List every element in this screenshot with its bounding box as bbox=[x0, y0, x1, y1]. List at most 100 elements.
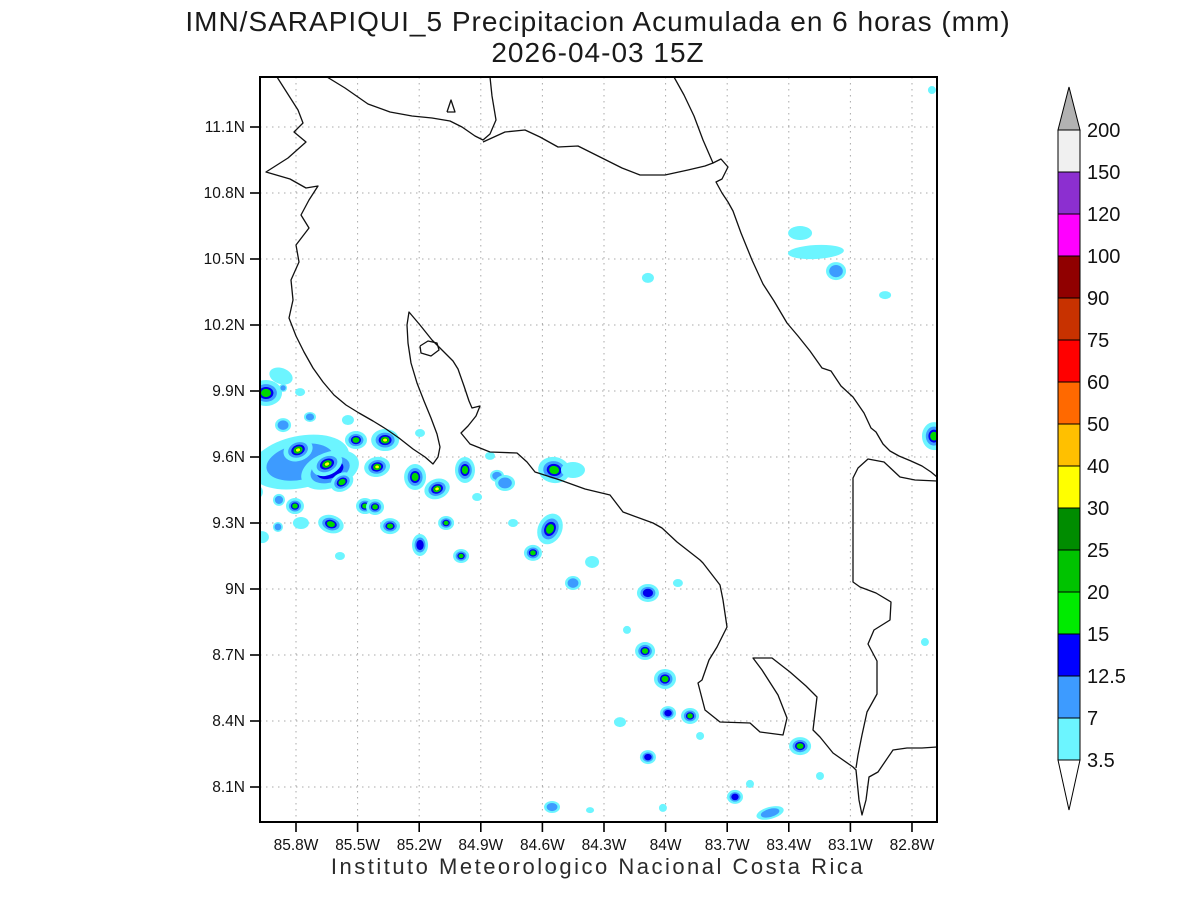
colorbar-segment bbox=[1057, 717, 1081, 761]
colorbar-segment bbox=[1057, 423, 1081, 467]
colorbar-tick-label: 15 bbox=[1087, 624, 1109, 646]
precip-cell bbox=[658, 803, 667, 812]
x-tick-label: 85.8W bbox=[274, 837, 319, 854]
precip-cell bbox=[537, 513, 563, 545]
precip-cell bbox=[653, 668, 676, 689]
colorbar-tick-label: 3.5 bbox=[1087, 750, 1115, 772]
axis-ticks-labels: 11.1N 10.8N 10.5N 10.2N 9.9N 9.6N 9.3N 9N 8.7N 8.… bbox=[204, 119, 935, 854]
precip-cell bbox=[424, 478, 450, 500]
colorbar-tick-label: 90 bbox=[1087, 288, 1109, 310]
colorbar-segment bbox=[1057, 255, 1081, 299]
precip-cell bbox=[272, 493, 285, 506]
precip-cell bbox=[453, 549, 470, 563]
precip-cell bbox=[283, 438, 313, 462]
y-tick-label: 8.7N bbox=[212, 647, 245, 664]
footer-attribution: Instituto Meteorologico Nacional Costa R… bbox=[331, 854, 865, 879]
plot-border bbox=[259, 76, 938, 823]
colorbar-segment bbox=[1057, 465, 1081, 509]
colorbar-tick-label: 25 bbox=[1087, 540, 1109, 562]
colorbar-tick-label: 150 bbox=[1087, 162, 1120, 184]
colorbar-tick-label: 20 bbox=[1087, 582, 1109, 604]
precip-cell bbox=[495, 474, 516, 491]
x-tick-label: 83.4W bbox=[766, 837, 811, 854]
precip-cell bbox=[787, 244, 844, 260]
precip-cell bbox=[538, 456, 571, 484]
y-tick-label: 8.4N bbox=[212, 713, 245, 730]
precip-cell bbox=[641, 272, 654, 283]
colorbar-segment bbox=[1057, 549, 1081, 593]
precip-cell bbox=[295, 388, 306, 397]
precip-cell bbox=[285, 498, 304, 515]
y-tick-label: 8.1N bbox=[212, 779, 245, 796]
precip-cell bbox=[826, 262, 847, 281]
colorbar-tick-label: 12.5 bbox=[1087, 666, 1126, 688]
precip-cell bbox=[366, 498, 385, 515]
precip-cell bbox=[544, 801, 561, 814]
precip-cell bbox=[292, 517, 309, 529]
precip-cell bbox=[485, 451, 496, 460]
precip-cell bbox=[341, 415, 354, 426]
precip-cell bbox=[681, 707, 700, 724]
precip-cell bbox=[586, 807, 595, 814]
precip-cell bbox=[303, 411, 316, 422]
precip-cell bbox=[412, 534, 429, 556]
precip-cell bbox=[272, 521, 283, 532]
precip-cell bbox=[380, 518, 401, 535]
colorbar-segment bbox=[1057, 381, 1081, 425]
colorbar-tick-label: 30 bbox=[1087, 498, 1109, 520]
y-tick-label: 9N bbox=[225, 581, 245, 598]
x-tick-label: 84W bbox=[650, 837, 682, 854]
x-tick-label: 84.6W bbox=[520, 837, 565, 854]
colorbar-arrow-top bbox=[1057, 86, 1081, 131]
precip-field bbox=[260, 86, 937, 820]
precip-cell bbox=[523, 544, 542, 561]
precip-cell bbox=[921, 422, 937, 451]
y-tick-label: 10.8N bbox=[204, 185, 245, 202]
colorbar-tick-label: 60 bbox=[1087, 372, 1109, 394]
colorbar-tick-label: 100 bbox=[1087, 246, 1120, 268]
precip-cell bbox=[318, 514, 344, 534]
precip-cell bbox=[508, 519, 519, 527]
colorbar-tick-label: 200 bbox=[1087, 120, 1120, 142]
y-tick-label: 11.1N bbox=[205, 119, 245, 136]
precip-cell bbox=[789, 737, 812, 756]
colorbar-arrow-bottom bbox=[1057, 759, 1081, 811]
precip-cell bbox=[371, 429, 400, 452]
precip-cell bbox=[745, 779, 754, 788]
x-tick-label: 85.2W bbox=[397, 837, 442, 854]
colorbar-tick-label: 50 bbox=[1087, 414, 1109, 436]
precip-cell bbox=[415, 429, 426, 438]
x-tick-label: 85.5W bbox=[335, 837, 380, 854]
precip-cell bbox=[260, 379, 283, 406]
precip-cell bbox=[639, 750, 656, 765]
precip-cell bbox=[660, 706, 677, 721]
precip-cell bbox=[438, 516, 455, 530]
colorbar-segment bbox=[1057, 675, 1081, 719]
colorbar-tick-label: 75 bbox=[1087, 330, 1109, 352]
x-tick-label: 84.3W bbox=[582, 837, 627, 854]
chart-title: IMN/SARAPIQUI_5 Precipitacion Acumulada … bbox=[185, 6, 1010, 37]
colorbar-segment bbox=[1057, 297, 1081, 341]
precip-cell bbox=[622, 625, 631, 634]
precip-cell bbox=[672, 579, 683, 588]
precip-cell bbox=[344, 431, 367, 450]
y-tick-label: 9.3N bbox=[212, 515, 245, 532]
x-tick-label: 83.1W bbox=[828, 837, 873, 854]
colorbar-tick-label: 120 bbox=[1087, 204, 1120, 226]
precip-cell bbox=[920, 638, 929, 647]
precip-cell bbox=[330, 472, 354, 492]
precip-cell bbox=[311, 451, 343, 477]
colorbar-segment bbox=[1057, 129, 1081, 173]
precip-cell bbox=[816, 772, 825, 780]
precip-cell bbox=[927, 86, 936, 95]
colorbar-segment bbox=[1057, 507, 1081, 551]
colorbar: 200 150 120 100 90 75 60 50 40 30 25 20 15 12.5 7 3.5 bbox=[1057, 86, 1126, 811]
precip-cell bbox=[260, 531, 269, 544]
y-tick-label: 10.2N bbox=[204, 317, 245, 334]
colorbar-segment bbox=[1057, 171, 1081, 215]
precip-cell bbox=[635, 642, 656, 661]
precip-cell bbox=[364, 456, 391, 478]
x-tick-label: 82.8W bbox=[890, 837, 935, 854]
colorbar-tick-label: 7 bbox=[1087, 708, 1098, 730]
